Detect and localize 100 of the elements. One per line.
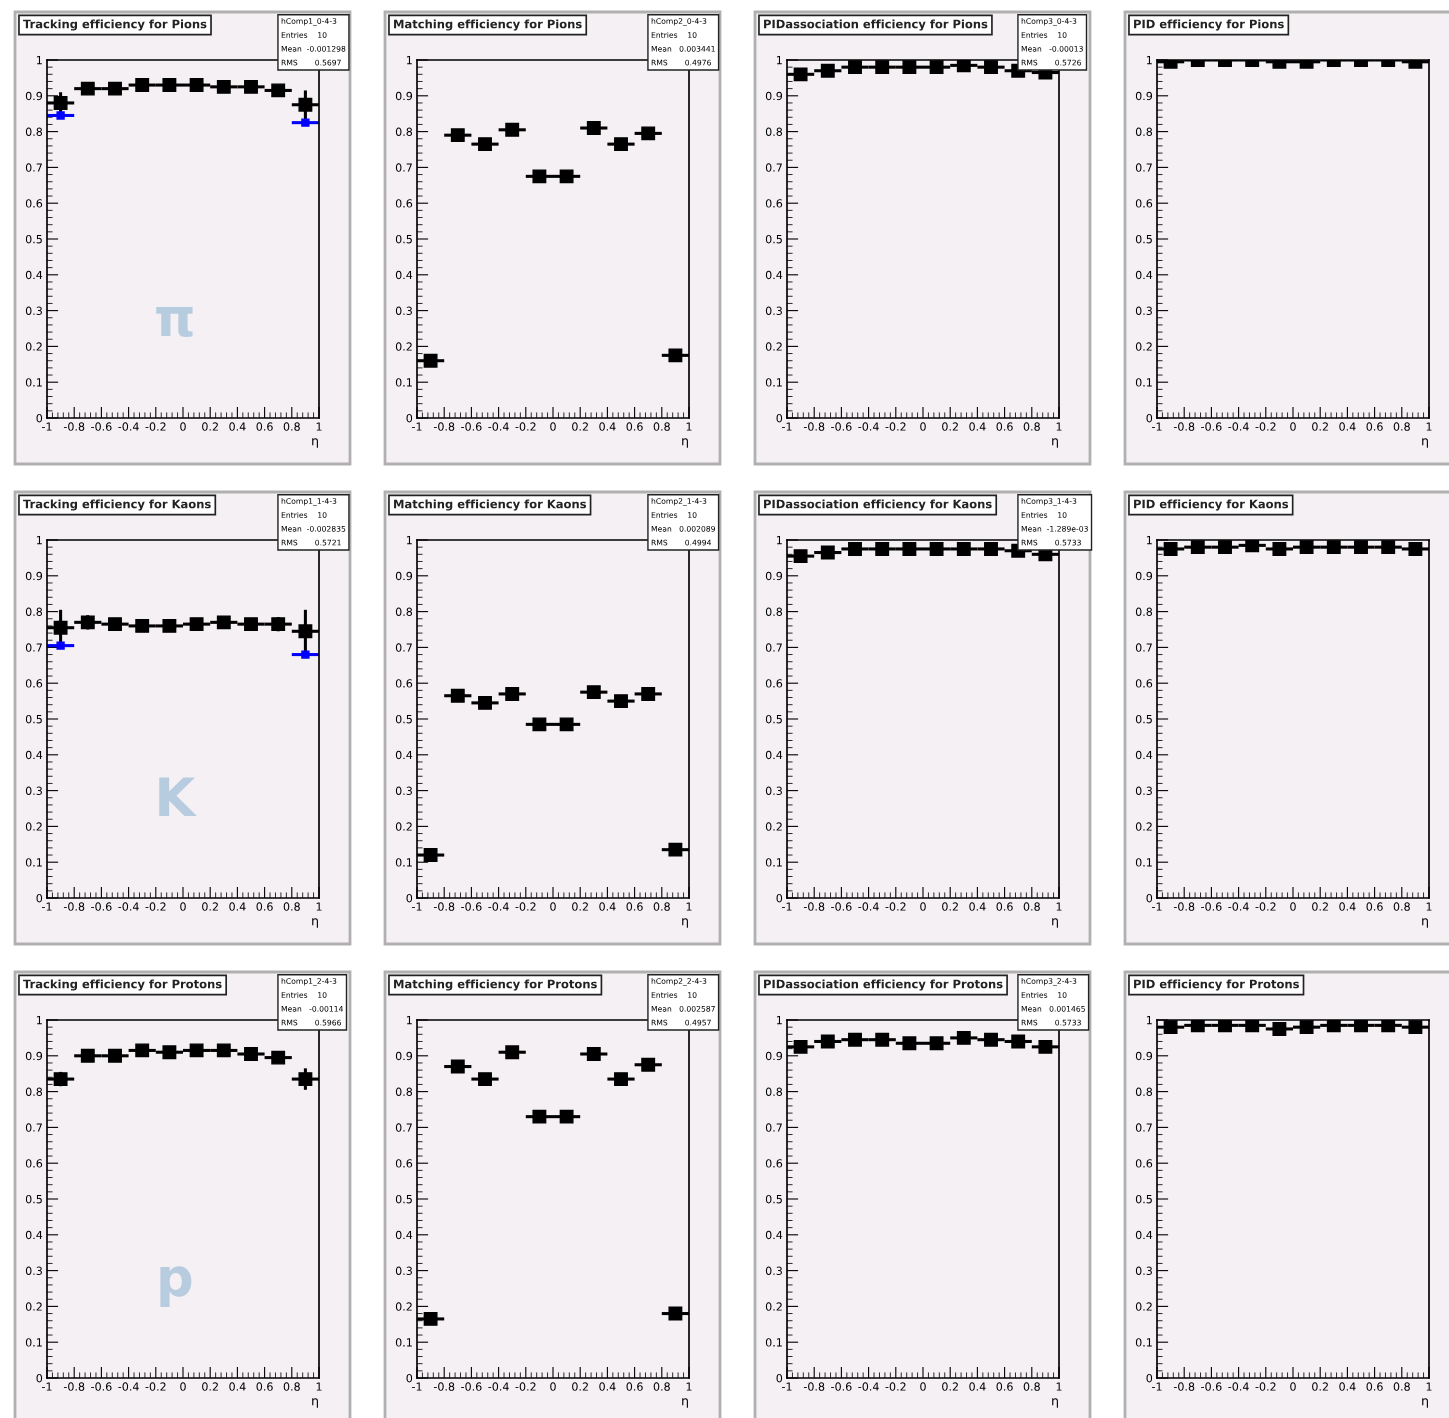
x-tick-label: 0.6 [996, 422, 1013, 431]
y-tick-label: 0.5 [1135, 1194, 1152, 1204]
x-tick-label: 0.2 [202, 902, 218, 911]
y-tick-label: 0.5 [25, 714, 42, 724]
x-tick-label: 1 [1056, 422, 1062, 431]
x-tick-label: -0.8 [63, 422, 85, 431]
x-tick-label: -1 [42, 422, 52, 431]
y-tick-label: 0.3 [25, 306, 42, 315]
x-tick-label: -0.8 [433, 1382, 455, 1391]
y-tick-label: 0 [406, 893, 413, 903]
x-tick-label: 0 [1290, 902, 1296, 911]
x-tick-label: -0.4 [488, 1382, 509, 1391]
y-tick-label: 0 [36, 893, 43, 903]
x-tick-label: 0.4 [1339, 1382, 1356, 1391]
x-tick-label: 0.2 [942, 902, 958, 911]
y-tick-label: 0.8 [25, 127, 43, 136]
x-tick-label: 0.8 [1023, 1382, 1040, 1391]
x-tick-label: 0.8 [653, 1382, 670, 1391]
y-tick-label: 0.7 [25, 643, 42, 652]
y-tick-label: 0.5 [765, 714, 782, 724]
y-tick-label: 0 [776, 893, 783, 903]
y-tick-label: 0.1 [25, 1338, 42, 1347]
y-tick-label: 0.4 [765, 270, 783, 280]
y-tick-label: 0.7 [1135, 643, 1152, 652]
y-tick-label: 0.1 [765, 378, 782, 387]
x-tick-label: 0.4 [969, 902, 986, 911]
y-tick-label: 0.3 [765, 786, 782, 795]
y-tick-label: 0.9 [765, 1051, 783, 1061]
y-tick-label: 0 [1146, 413, 1153, 423]
x-tick-label: 0.4 [1339, 422, 1356, 431]
y-tick-label: 0.1 [395, 858, 412, 867]
y-tick-label: 0.1 [395, 1338, 412, 1347]
x-tick-label: 0.8 [283, 422, 300, 431]
y-tick-label: 0.9 [1135, 571, 1153, 581]
chart-title: PID efficiency for Kaons [1134, 499, 1289, 511]
y-tick-label: 0.3 [765, 1266, 782, 1275]
y-tick-label: 0.9 [1135, 91, 1153, 101]
y-tick-label: 0.6 [765, 199, 783, 208]
y-tick-label: 0 [1146, 1373, 1153, 1383]
y-tick-label: 0.5 [765, 1194, 782, 1204]
y-tick-label: 1 [36, 536, 42, 545]
x-tick-label: 1 [686, 1382, 692, 1391]
x-tick-label: 0 [180, 902, 186, 911]
x-tick-label: -0.6 [91, 1382, 112, 1391]
x-axis-title: η [682, 438, 688, 448]
y-tick-label: 0 [776, 413, 783, 423]
x-axis-title: η [1422, 1398, 1428, 1408]
y-tick-label: 0.8 [1135, 1087, 1153, 1096]
y-tick-label: 0.7 [765, 1123, 782, 1132]
x-axis-title: η [1052, 918, 1058, 928]
x-axis-title: η [682, 918, 688, 928]
x-tick-label: 0.8 [1393, 902, 1410, 911]
x-tick-label: 0 [1290, 1382, 1296, 1391]
x-tick-label: -0.4 [1228, 422, 1249, 431]
x-tick-label: -0.6 [461, 1382, 482, 1391]
y-tick-label: 0.6 [765, 679, 783, 688]
x-tick-label: 0 [920, 902, 926, 911]
y-tick-label: 0 [1146, 893, 1153, 903]
y-tick-label: 0.5 [25, 234, 42, 244]
y-tick-label: 0.3 [25, 786, 42, 795]
x-tick-label: 0.2 [942, 1382, 958, 1391]
x-tick-label: 0.6 [626, 422, 643, 431]
y-tick-label: 0.4 [765, 750, 783, 760]
y-tick-label: 0.6 [1135, 679, 1153, 688]
x-axis-title: η [312, 1398, 318, 1408]
y-tick-label: 1 [406, 56, 412, 65]
x-tick-label: 0.4 [969, 1382, 986, 1391]
annotation: K [159, 777, 197, 816]
y-tick-label: 0.5 [395, 234, 412, 244]
y-tick-label: 0.7 [1135, 1123, 1152, 1132]
y-tick-label: 0.5 [25, 1194, 42, 1204]
chart-title: Matching efficiency for Protons [394, 979, 597, 991]
x-tick-label: -1 [412, 1382, 422, 1391]
y-tick-label: 0.7 [395, 643, 412, 652]
x-tick-label: 0.6 [996, 1382, 1013, 1391]
y-tick-label: 0.9 [25, 91, 43, 101]
y-tick-label: 0.2 [25, 1302, 42, 1311]
y-tick-label: 0.9 [25, 1051, 43, 1061]
y-tick-label: 0.6 [395, 1159, 413, 1168]
x-tick-label: 1 [1056, 1382, 1062, 1391]
x-tick-label: -0.8 [1173, 1382, 1195, 1391]
x-tick-label: 0.8 [653, 902, 670, 911]
y-tick-label: 0.4 [1135, 270, 1153, 280]
x-tick-label: 0.8 [1393, 422, 1410, 431]
x-tick-label: -0.8 [1173, 422, 1195, 431]
chart-title: Tracking efficiency for Kaons [23, 499, 211, 511]
x-tick-label: 0 [550, 422, 556, 431]
x-tick-label: 0.2 [572, 422, 588, 431]
chart-title: PIDassociation efficiency for Kaons [764, 499, 992, 511]
y-tick-label: 1 [1146, 1016, 1152, 1025]
x-tick-label: 0.4 [229, 422, 246, 431]
y-tick-label: 1 [776, 56, 782, 65]
y-tick-label: 0 [776, 1373, 783, 1383]
y-tick-label: 0 [36, 413, 43, 423]
x-tick-label: -1 [1152, 1382, 1162, 1391]
x-tick-label: 0.4 [229, 1382, 246, 1391]
x-tick-label: 1 [316, 902, 322, 911]
x-tick-label: 0.4 [599, 1382, 616, 1391]
x-tick-label: 1 [686, 902, 692, 911]
x-tick-label: 1 [1426, 1382, 1432, 1391]
